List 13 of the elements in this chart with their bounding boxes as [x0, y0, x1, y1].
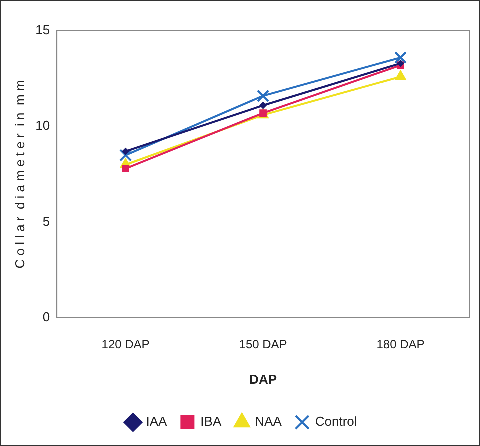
- legend-label: IAA: [146, 414, 168, 430]
- legend-label: Control: [315, 414, 358, 430]
- legend-label: IBA: [200, 414, 222, 430]
- y-tick-label: 0: [42, 310, 50, 325]
- x-tick-label: 150 DAP: [239, 338, 288, 352]
- y-tick-label: 10: [36, 118, 50, 134]
- x-tick-label: 180 DAP: [376, 338, 425, 352]
- y-tick-label: 15: [36, 22, 50, 38]
- y-axis-title: C o l l a r d i a m e t e r i n m m: [12, 80, 28, 269]
- x-tick-label: 120 DAP: [102, 338, 150, 352]
- legend-label: NAA: [255, 414, 282, 430]
- y-tick-label: 5: [42, 214, 50, 229]
- x-axis-title: DAP: [250, 372, 278, 387]
